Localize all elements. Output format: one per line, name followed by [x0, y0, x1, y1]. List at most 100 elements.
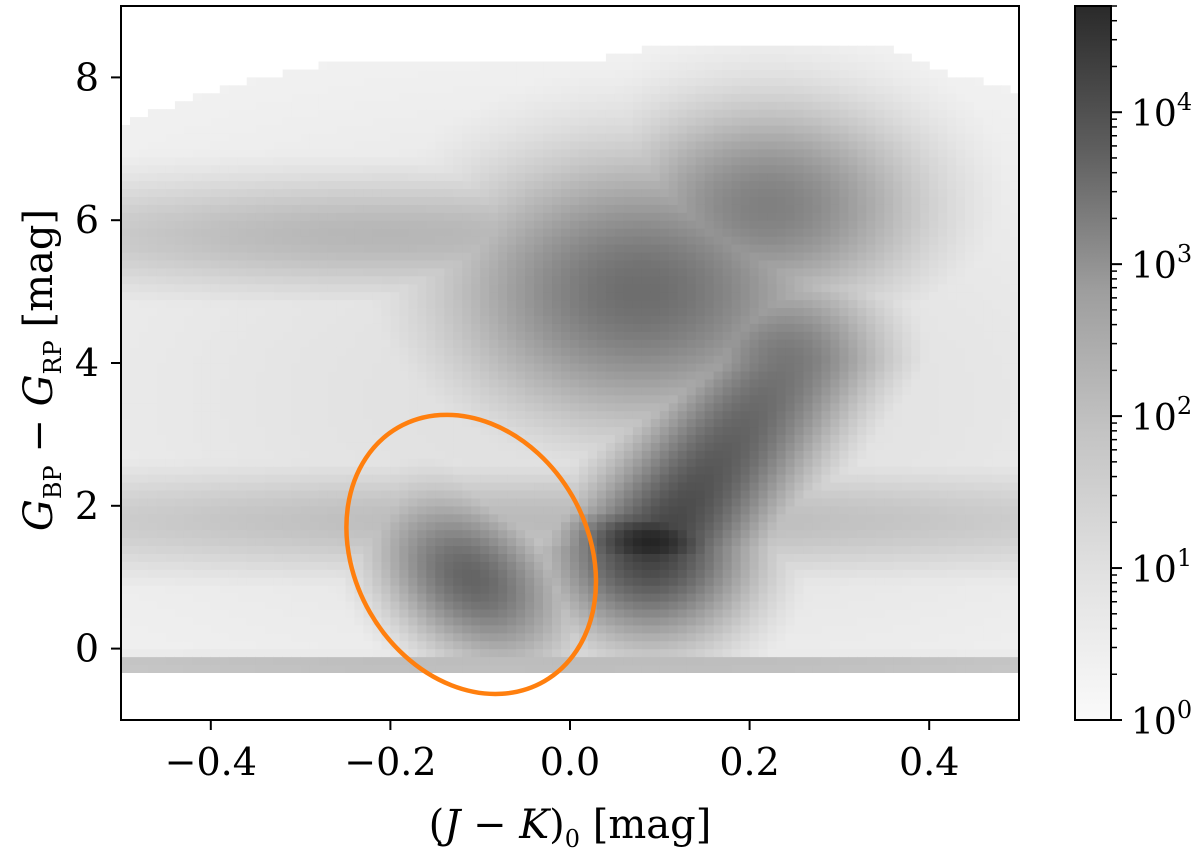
heatmap-cell [623, 323, 634, 332]
heatmap-cell [183, 426, 194, 435]
heatmap-cell [219, 188, 230, 197]
heatmap-cell [587, 299, 598, 309]
heatmap-cell [623, 616, 634, 626]
heatmap-cell [453, 601, 463, 610]
heatmap-cell [686, 466, 697, 475]
heatmap-cell [435, 402, 445, 412]
heatmap-cell [408, 85, 418, 94]
heatmap-cell [147, 497, 158, 507]
heatmap-cell [192, 283, 203, 293]
heatmap-cell [686, 553, 697, 562]
heatmap-cell [192, 608, 203, 618]
heatmap-cell [453, 569, 463, 578]
heatmap-cell [578, 85, 589, 94]
heatmap-cell [587, 664, 598, 673]
heatmap-cell [121, 474, 131, 483]
heatmap-cell [121, 331, 131, 340]
heatmap-cell [498, 466, 508, 475]
heatmap-cell [605, 648, 616, 658]
heatmap-cell [570, 561, 580, 570]
heatmap-cell [309, 624, 320, 634]
heatmap-cell [623, 180, 634, 190]
heatmap-cell [552, 275, 562, 285]
heatmap-cell [291, 156, 302, 166]
heatmap-cell [363, 545, 374, 554]
heatmap-cell [273, 85, 284, 94]
heatmap-cell [381, 482, 391, 491]
heatmap-cell [632, 117, 643, 126]
heatmap-cell [390, 212, 400, 221]
heatmap-cell [596, 77, 607, 86]
heatmap-cell [372, 101, 383, 110]
heatmap-cell [399, 291, 409, 301]
heatmap-cell [489, 505, 499, 515]
heatmap-cell [534, 188, 544, 197]
heatmap-cell [489, 251, 499, 261]
heatmap-cell [129, 204, 140, 213]
heatmap-cell [695, 180, 706, 190]
heatmap-cell [147, 275, 158, 285]
heatmap-cell [435, 315, 445, 324]
heatmap-cell [399, 521, 409, 531]
heatmap-cell [354, 489, 365, 499]
heatmap-cell [273, 426, 284, 435]
heatmap-cell [596, 267, 607, 277]
heatmap-cell [381, 450, 391, 459]
heatmap-cell [534, 244, 544, 253]
heatmap-cell [354, 545, 365, 554]
heatmap-cell [192, 101, 203, 110]
heatmap-cell [219, 347, 230, 356]
heatmap-cell [129, 323, 140, 332]
heatmap-cell [174, 442, 185, 451]
heatmap-cell [174, 608, 185, 618]
heatmap-cell [354, 61, 365, 71]
heatmap-cell [507, 101, 517, 110]
heatmap-cell [192, 434, 203, 443]
heatmap-cell [632, 101, 643, 110]
heatmap-cell [390, 156, 400, 166]
heatmap-cell [632, 458, 643, 467]
heatmap-cell [677, 61, 688, 71]
heatmap-cell [695, 236, 706, 245]
heatmap-cell [147, 259, 158, 269]
heatmap-cell [246, 442, 257, 451]
heatmap-cell [408, 442, 418, 451]
heatmap-cell [462, 244, 472, 253]
heatmap-cell [246, 291, 257, 301]
heatmap-cell [246, 109, 257, 118]
heatmap-cell [372, 307, 383, 316]
heatmap-cell [246, 77, 257, 86]
heatmap-cell [462, 624, 472, 634]
heatmap-cell [264, 267, 275, 277]
heatmap-cell [552, 577, 562, 586]
heatmap-cell [246, 608, 257, 618]
heatmap-cell [372, 632, 383, 642]
heatmap-cell [228, 632, 239, 642]
heatmap-cell [390, 347, 400, 356]
heatmap-cell [192, 569, 203, 578]
heatmap-cell [525, 363, 535, 372]
heatmap-cell [210, 545, 221, 554]
heatmap-cell [201, 545, 212, 554]
heatmap-cell [372, 624, 383, 634]
heatmap-cell [255, 283, 266, 293]
heatmap-cell [471, 537, 481, 547]
heatmap-cell [525, 315, 535, 324]
heatmap-cell [273, 474, 284, 483]
heatmap-cell [462, 434, 472, 443]
heatmap-cell [516, 561, 526, 570]
heatmap-cell [192, 180, 203, 190]
heatmap-cell [327, 521, 338, 531]
heatmap-cell [138, 402, 149, 412]
heatmap-cell [121, 212, 131, 221]
heatmap-cell [650, 164, 661, 174]
heatmap-cell [192, 577, 203, 586]
heatmap-cell [444, 188, 454, 197]
heatmap-cell [372, 648, 383, 658]
heatmap-cell [641, 434, 652, 443]
heatmap-cell [264, 577, 275, 586]
heatmap-cell [480, 616, 490, 626]
heatmap-cell [507, 505, 517, 515]
heatmap-cell [246, 553, 257, 562]
heatmap-cell [210, 93, 221, 102]
